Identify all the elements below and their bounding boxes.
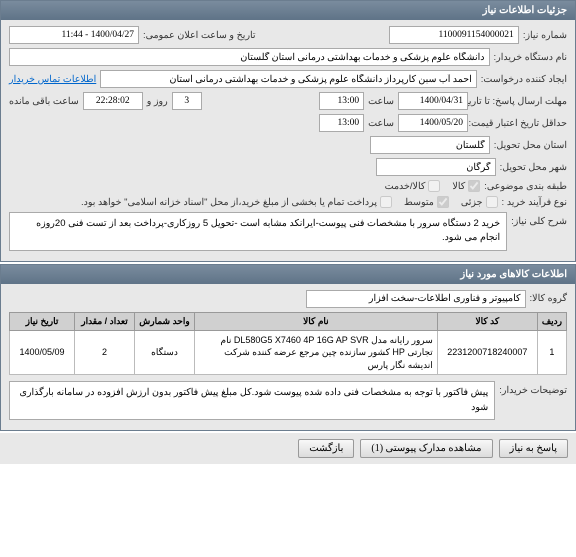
goods-checkbox [468, 180, 480, 192]
city-label: شهر محل تحویل: [500, 162, 567, 173]
time-remaining-field [83, 92, 143, 110]
cell-qty: 2 [75, 330, 135, 375]
buyer-label: نام دستگاه خریدار: [494, 52, 568, 63]
validity-time-field [319, 114, 364, 132]
reply-button[interactable]: پاسخ به نیاز [499, 439, 569, 458]
panel2-body: گروه کالا: ردیف کد کالا نام کالا واحد شم… [1, 284, 575, 430]
cell-unit: دستگاه [135, 330, 195, 375]
city-field [376, 158, 496, 176]
service-cb-label: کالا/خدمت [385, 181, 426, 192]
small-cb-label: جزئی [461, 197, 483, 208]
need-details-panel: جزئیات اطلاعات نیاز شماره نیاز: تاریخ و … [0, 0, 576, 262]
goods-cb-label: کالا [452, 181, 465, 192]
panel2-header: اطلاعات کالاهای مورد نیاز [1, 265, 575, 284]
table-header-row: ردیف کد کالا نام کالا واحد شمارش تعداد /… [10, 312, 567, 330]
time-label-1: ساعت [368, 96, 394, 107]
th-qty: تعداد / مقدار [75, 312, 135, 330]
cell-name: سرور رایانه مدل DL580G5 X7460 4P 16G AP … [195, 330, 438, 375]
medium-checkbox [437, 196, 449, 208]
table-row: 1 2231200718240007 سرور رایانه مدل DL580… [10, 330, 567, 375]
small-checkbox [486, 196, 498, 208]
th-row: ردیف [537, 312, 566, 330]
attachments-button[interactable]: مشاهده مدارک پیوستی (1) [360, 439, 492, 458]
deadline-label: مهلت ارسال پاسخ: تا تاریخ: [472, 96, 567, 107]
deadline-date-field [398, 92, 468, 110]
creator-field [100, 70, 477, 88]
panel1-header: جزئیات اطلاعات نیاز [1, 1, 575, 20]
need-no-field [389, 26, 519, 44]
cell-rownum: 1 [537, 330, 566, 375]
cell-date: 1400/05/09 [10, 330, 75, 375]
notes-box: پیش فاکتور با توجه به مشخصات فنی داده شد… [9, 381, 495, 420]
goods-table: ردیف کد کالا نام کالا واحد شمارش تعداد /… [9, 312, 567, 376]
need-no-label: شماره نیاز: [523, 30, 567, 41]
class-label: طبقه بندی موضوعی: [484, 181, 567, 192]
days-and-label: روز و [147, 96, 168, 107]
group-field [306, 290, 526, 308]
payment-note-label: پرداخت تمام یا بخشی از مبلغ خرید،از محل … [81, 197, 377, 208]
desc-label: شرح کلی نیاز: [511, 212, 567, 227]
cell-code: 2231200718240007 [437, 330, 537, 375]
process-label: نوع فرآیند خرید : [502, 197, 567, 208]
payment-checkbox [380, 196, 392, 208]
th-code: کد کالا [437, 312, 537, 330]
creator-label: ایجاد کننده درخواست: [481, 74, 567, 85]
th-date: تاریخ نیاز [10, 312, 75, 330]
th-unit: واحد شمارش [135, 312, 195, 330]
desc-box: خرید 2 دستگاه سرور با مشخصات فنی پیوست-ا… [9, 212, 507, 251]
buyer-field [9, 48, 490, 66]
validity-date-field [398, 114, 468, 132]
province-field [370, 136, 490, 154]
remaining-label: ساعت باقی مانده [9, 96, 79, 107]
th-name: نام کالا [195, 312, 438, 330]
footer-buttons: پاسخ به نیاز مشاهده مدارک پیوستی (1) باز… [0, 433, 576, 464]
service-checkbox [428, 180, 440, 192]
validity-label: حداقل تاریخ اعتبار قیمت: تا تاریخ: [472, 118, 567, 129]
time-label-2: ساعت [368, 118, 394, 129]
announce-field [9, 26, 139, 44]
goods-info-panel: اطلاعات کالاهای مورد نیاز گروه کالا: ردی… [0, 264, 576, 431]
group-label: گروه کالا: [530, 293, 567, 304]
contact-buyer-link[interactable]: اطلاعات تماس خریدار [9, 74, 96, 85]
panel1-body: شماره نیاز: تاریخ و ساعت اعلان عمومی: نا… [1, 20, 575, 261]
notes-label: توضیحات خریدار: [499, 381, 567, 396]
province-label: استان محل تحویل: [494, 140, 567, 151]
announce-label: تاریخ و ساعت اعلان عمومی: [143, 30, 256, 41]
medium-cb-label: متوسط [404, 197, 434, 208]
back-button[interactable]: بازگشت [298, 439, 354, 458]
days-remaining-field [172, 92, 202, 110]
deadline-time-field [319, 92, 364, 110]
